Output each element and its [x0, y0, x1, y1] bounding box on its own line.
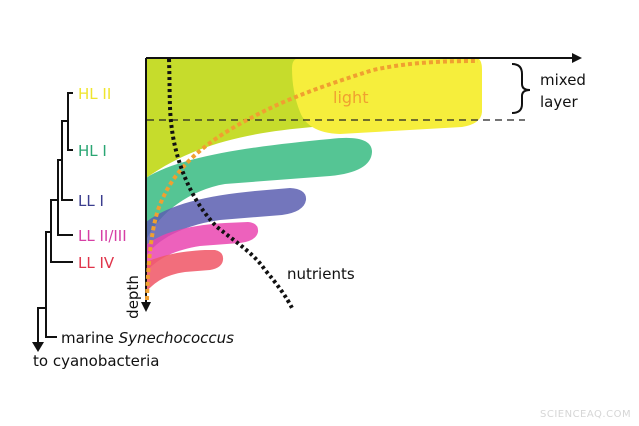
ll-i-niche	[146, 188, 307, 256]
ll-iv-niche	[146, 250, 224, 292]
mixed-label: mixed	[540, 71, 586, 89]
light-curve	[145, 59, 479, 301]
outgroup-label: marine Synechococcus	[61, 329, 234, 347]
mixed-layer-brace	[511, 63, 531, 114]
nutrient-curve	[167, 58, 294, 309]
nutrients-label: nutrients	[287, 265, 355, 283]
hl-i-niche	[146, 137, 372, 240]
ll-ii-iii-niche	[146, 222, 259, 272]
root-label: to cyanobacteria	[33, 352, 159, 370]
clade-ll-iv: LL IV	[78, 254, 115, 272]
depth-label: depth	[124, 275, 142, 319]
hl-ii-niche	[292, 58, 482, 134]
clade-hl-ii: HL II	[78, 85, 111, 103]
clade-ll-i: LL I	[78, 192, 104, 210]
phylogenetic-tree	[37, 92, 73, 345]
lime-region	[146, 58, 340, 178]
layer-label: layer	[540, 93, 578, 111]
clade-ll-ii-iii: LL II/III	[78, 227, 127, 245]
clade-hl-i: HL I	[78, 142, 107, 160]
watermark: SCIENCEAQ.COM	[540, 409, 631, 420]
light-label: light	[333, 88, 368, 107]
root-arrow-icon	[32, 342, 44, 352]
